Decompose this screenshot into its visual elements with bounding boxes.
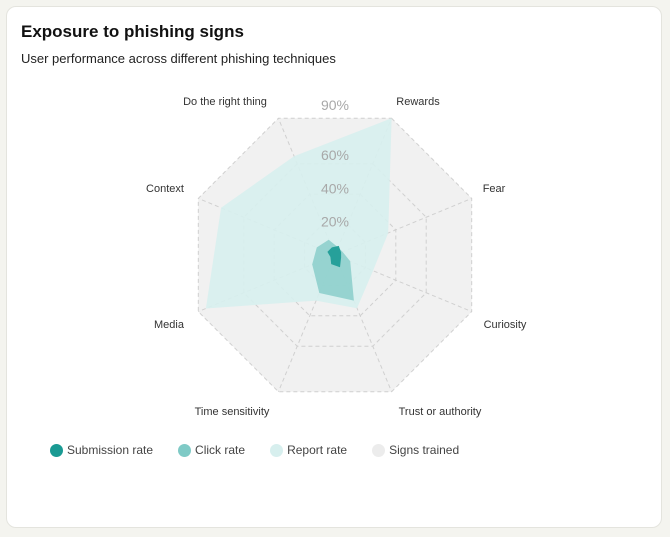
axis-label: Time sensitivity (195, 406, 270, 418)
axis-label: Context (146, 183, 184, 195)
tick-label: 60% (321, 147, 349, 163)
legend-item-report-rate[interactable]: Report rate (270, 443, 347, 457)
legend-swatch-report (270, 443, 284, 457)
axis-label: Trust or authority (399, 406, 482, 418)
legend-swatch-signs (372, 443, 386, 457)
tick-label: 90% (321, 97, 349, 113)
legend-label: Submission rate (67, 443, 154, 457)
legend-item-signs-trained[interactable]: Signs trained (372, 443, 459, 457)
axis-label: Do the right thing (183, 96, 267, 108)
chart-title: Exposure to phishing signs (21, 22, 244, 41)
legend-swatch-click (178, 443, 192, 457)
legend-item-click-rate[interactable]: Click rate (178, 443, 245, 457)
legend-label: Click rate (195, 443, 246, 457)
axis-label: Rewards (396, 96, 440, 108)
legend-label: Signs trained (389, 443, 460, 457)
legend-label: Report rate (287, 443, 348, 457)
legend-item-submission-rate[interactable]: Submission rate (50, 443, 153, 457)
tick-label: 40% (321, 180, 349, 196)
axis-label: Fear (483, 183, 506, 195)
axis-label: Curiosity (484, 319, 527, 331)
tick-label: 20% (321, 214, 349, 230)
series-click-rate (312, 239, 354, 301)
legend-swatch-submission (50, 443, 63, 457)
chart-subtitle: User performance across different phishi… (21, 51, 336, 66)
legend: Submission rate Click rate Report rate S… (50, 443, 484, 457)
series-submission-rate (327, 245, 342, 268)
axis-label: Media (154, 319, 185, 331)
